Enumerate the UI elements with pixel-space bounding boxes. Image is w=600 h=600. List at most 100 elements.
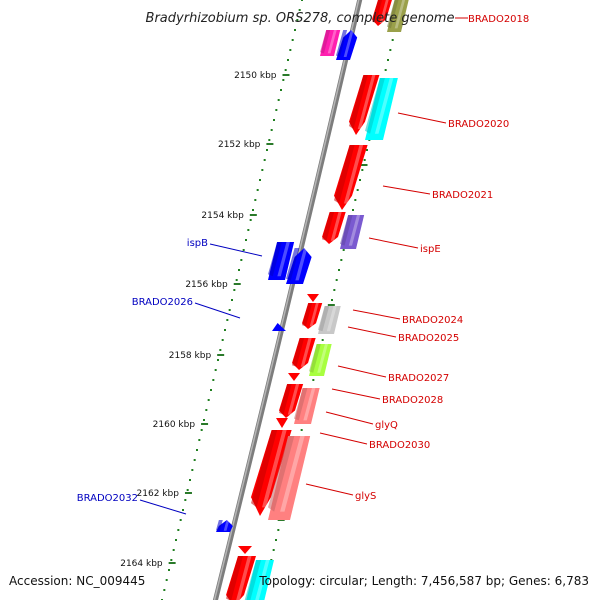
inner-ruler-dot [296, 19, 299, 21]
gene-glyS [268, 436, 311, 520]
gene-2024b [302, 303, 323, 329]
inner-ruler-dot [207, 399, 210, 401]
gene-layer [216, 0, 409, 600]
inner-ruler-dot [175, 539, 177, 541]
inner-ruler-dot [203, 419, 205, 421]
outer-ruler-dot [361, 169, 364, 171]
gene-glyS-shade [268, 436, 295, 512]
outer-ruler-dot [352, 209, 354, 211]
inner-ruler-dot [170, 559, 173, 561]
genome-title: Bradyrhizobium sp. ORS278, complete geno… [145, 11, 455, 26]
gene-2020a-highlight [357, 75, 376, 129]
inner-ruler-dot [193, 459, 196, 461]
gene-rev2-shape [336, 30, 358, 60]
gene-glyQa-shade [294, 388, 308, 421]
gene-label-2026: BRADO2026 [132, 297, 193, 308]
label-leader-line [337, 365, 387, 378]
gene-2027b-shade [309, 344, 321, 373]
gene-2030 [276, 418, 288, 428]
gene-2020a-shade [349, 75, 368, 129]
gene-2028b-highlight [287, 384, 300, 415]
gene-ispE-a-highlight [330, 212, 342, 241]
label-leader-line [139, 499, 187, 515]
outer-ruler-dot [366, 149, 368, 151]
gene-ispB-a [268, 242, 295, 280]
inner-ruler-dot [163, 589, 166, 591]
outer-ruler-dot [356, 189, 359, 191]
gene-2027a-shade [292, 338, 305, 367]
gene-ispB-a-highlight [277, 242, 290, 277]
gene-2020b-shade [365, 78, 385, 134]
gene-brado2029-body-highlight [262, 430, 287, 508]
inner-ruler-dot [191, 469, 194, 471]
inner-ruler-dot [205, 409, 208, 411]
inner-ruler-dot [200, 429, 203, 431]
inner-ruler-dot [280, 89, 282, 91]
gene-2025-shade [318, 306, 330, 332]
inner-ruler-dot [177, 529, 180, 531]
gene-2018a-shade [372, 0, 383, 23]
backbone-highlight [213, 0, 360, 600]
gene-2027a [292, 338, 316, 370]
outer-ruler-dot [389, 49, 392, 51]
outer-ruler-dot [359, 179, 361, 181]
ruler-tick-label: 2162 kbp [137, 489, 180, 499]
inner-ruler-dot [231, 299, 233, 301]
gene-2018b [387, 0, 409, 32]
gene-label-2025: BRADO2025 [398, 333, 459, 344]
label-leader-line [397, 112, 447, 124]
gene-2018b-shape [387, 0, 409, 32]
gene-label-2021: BRADO2021 [432, 190, 493, 201]
inner-ruler-dot [256, 189, 259, 191]
ruler-layer: 2150 kbp 2152 kbp 2154 kbp 2156 kbp 2158 kbp… [120, 0, 403, 600]
inner-ruler-dot [168, 569, 170, 571]
gene-glyS-shape [268, 436, 311, 520]
label-leader-line [325, 411, 374, 425]
inner-ruler-dot [263, 159, 266, 161]
inner-ruler-dot [277, 99, 280, 101]
inner-ruler-dot [226, 319, 229, 321]
gene-ispB-b-highlight [295, 248, 308, 281]
gene-last-a [238, 546, 252, 554]
inner-ruler-dot [235, 279, 238, 281]
gene-ispE-b [340, 215, 365, 249]
gene-2020a-shape [349, 75, 380, 135]
gene-brado2029-body-shape [251, 430, 292, 516]
outer-ruler-dot [391, 39, 394, 41]
gene-rev1-highlight [327, 30, 337, 54]
gene-label-glyQa: glyQ [375, 420, 398, 431]
gene-ispE-a [322, 212, 346, 244]
gene-glyQa-shape [294, 388, 320, 424]
inner-ruler-dot [245, 239, 247, 241]
outer-ruler-dot [275, 539, 277, 541]
label-leader-line [347, 326, 397, 338]
gene-ispB-a-shade [268, 242, 282, 277]
inner-ruler-dot [172, 549, 175, 551]
gene-ispE-a-shade [322, 212, 335, 241]
inner-ruler-dot [275, 109, 278, 111]
gene-label-2028b: BRADO2028 [382, 395, 443, 406]
gene-2020b-shape [365, 78, 398, 140]
gene-brado2029-body-shade [251, 430, 278, 508]
inner-ruler-dot [247, 229, 250, 231]
backbone-layer [212, 0, 363, 600]
gene-2020b [365, 78, 398, 140]
outer-ruler-dot [354, 199, 357, 201]
gene-2021-shade [334, 145, 355, 204]
gene-label-2024b: BRADO2024 [402, 315, 463, 326]
ruler-tick-label: 2164 kbp [120, 559, 163, 569]
inner-ruler-dot [214, 369, 217, 371]
ruler-tick-label: 2156 kbp [185, 280, 228, 290]
gene-2028a [288, 373, 300, 381]
gene-rev2 [336, 30, 358, 60]
gene-ispE-b-shape [340, 215, 365, 249]
gene-label-glyS: glyS [355, 491, 376, 502]
genome-backbone [212, 0, 363, 600]
label-leader-line [209, 243, 263, 257]
inner-ruler-dot [238, 269, 240, 271]
gene-2024a [307, 294, 319, 302]
gene-2021-highlight [343, 145, 364, 204]
gene-label-2018a: BRADO2018 [468, 14, 529, 25]
